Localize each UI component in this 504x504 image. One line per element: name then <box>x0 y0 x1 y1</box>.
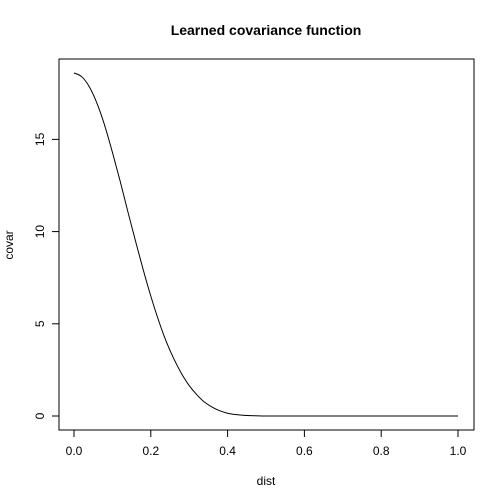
x-tick-label: 0.0 <box>66 444 83 458</box>
y-axis-label: covar <box>2 230 16 259</box>
y-tick-label: 10 <box>33 225 47 239</box>
x-tick-label: 0.6 <box>296 444 313 458</box>
x-axis-label: dist <box>257 474 276 488</box>
x-tick-label: 1.0 <box>450 444 467 458</box>
chart-title: Learned covariance function <box>171 22 362 38</box>
x-tick-label: 0.4 <box>219 444 236 458</box>
series-group <box>73 72 458 417</box>
y-axis: 0 5 10 15 <box>33 132 60 419</box>
y-tick-label: 5 <box>33 320 47 327</box>
plot-frame <box>58 58 475 431</box>
y-tick-label: 15 <box>33 132 47 146</box>
plot-frame-group <box>58 58 475 431</box>
x-axis: 0.0 0.2 0.4 0.6 0.8 1.0 <box>66 429 467 458</box>
y-tick-label: 0 <box>33 412 47 419</box>
x-tick-label: 0.2 <box>142 444 159 458</box>
series-line-0 <box>73 72 458 417</box>
x-tick-label: 0.8 <box>373 444 390 458</box>
